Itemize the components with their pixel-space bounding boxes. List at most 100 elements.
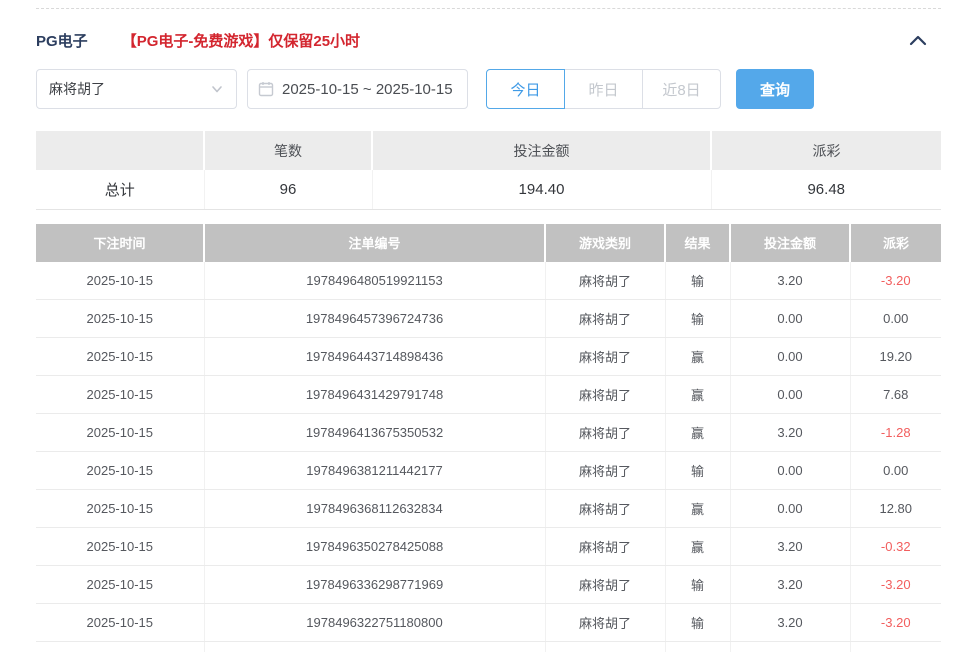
cell-bet-time: 2025-10-15 <box>36 261 204 300</box>
cell-bet-amount: 0.00 <box>729 489 850 528</box>
cell-bet-id: 1978496368112632834 <box>203 489 545 528</box>
cell-bet-amount: 0.00 <box>729 299 850 338</box>
cell-bet-amount: 0.00 <box>729 375 850 414</box>
game-select-value: 麻将胡了 <box>49 81 105 97</box>
summary-total-payout: 96.48 <box>710 170 941 210</box>
chevron-up-icon <box>907 32 929 48</box>
table-row: 2025-10-15 1978496322751180800 麻将胡了 输 3.… <box>36 603 941 642</box>
cell-game-type: 麻将胡了 <box>544 299 665 338</box>
cell-result: 赢 <box>664 375 730 414</box>
table-row: 2025-10-15 1978496368112632834 麻将胡了 赢 0.… <box>36 489 941 528</box>
cell-payout: 12.80 <box>849 489 941 528</box>
game-select[interactable]: 麻将胡了 <box>36 69 237 109</box>
cell-bet-amount: 0.00 <box>729 337 850 376</box>
summary-header-blank <box>36 131 204 170</box>
yesterday-button[interactable]: 昨日 <box>564 69 643 109</box>
summary-header-row: 笔数 投注金额 派彩 <box>36 131 941 170</box>
table-row: 麻将胡了 输 <box>36 641 941 652</box>
cell-payout: 0.00 <box>849 451 941 490</box>
cell-result: 赢 <box>664 527 730 566</box>
collapse-button[interactable] <box>907 32 929 48</box>
cell-result: 输 <box>664 299 730 338</box>
cell-payout: -3.20 <box>849 603 941 642</box>
summary-total-label: 总计 <box>36 170 204 210</box>
cell-bet-id: 1978496457396724736 <box>203 299 545 338</box>
header-game-type: 游戏类别 <box>544 223 665 262</box>
cell-bet-amount: 3.20 <box>729 413 850 452</box>
summary-total-bet-amount: 194.40 <box>371 170 711 210</box>
table-row: 2025-10-15 1978496431429791748 麻将胡了 赢 0.… <box>36 375 941 414</box>
cell-game-type: 麻将胡了 <box>544 565 665 604</box>
bet-table-header-row: 下注时间 注单编号 游戏类别 结果 投注金额 派彩 <box>36 223 941 262</box>
cell-bet-time: 2025-10-15 <box>36 337 204 376</box>
today-button[interactable]: 今日 <box>486 69 565 109</box>
pg-game-panel: PG电子 【PG电子-免费游戏】仅保留25小时 麻将胡了 <box>36 8 941 652</box>
summary-total-row: 总计 96 194.40 96.48 <box>36 170 941 210</box>
cell-payout: 0.00 <box>849 299 941 338</box>
cell-bet-id: 1978496381211442177 <box>203 451 545 490</box>
cell-bet-id: 1978496480519921153 <box>203 261 545 300</box>
cell-payout: -1.28 <box>849 413 941 452</box>
date-range-value: 2025-10-15 ~ 2025-10-15 <box>282 80 453 98</box>
cell-bet-amount: 3.20 <box>729 603 850 642</box>
cell-game-type: 麻将胡了 <box>544 413 665 452</box>
cell-game-type: 麻将胡了 <box>544 375 665 414</box>
cell-bet-time: 2025-10-15 <box>36 299 204 338</box>
cell-bet-time: 2025-10-15 <box>36 565 204 604</box>
cell-result: 赢 <box>664 413 730 452</box>
cell-payout: 19.20 <box>849 337 941 376</box>
cell-result: 输 <box>664 641 730 652</box>
cell-bet-id <box>203 641 545 652</box>
table-row: 2025-10-15 1978496480519921153 麻将胡了 输 3.… <box>36 261 941 300</box>
cell-bet-id: 1978496431429791748 <box>203 375 545 414</box>
cell-result: 赢 <box>664 489 730 528</box>
cell-bet-id: 1978496413675350532 <box>203 413 545 452</box>
cell-game-type: 麻将胡了 <box>544 261 665 300</box>
table-row: 2025-10-15 1978496381211442177 麻将胡了 输 0.… <box>36 451 941 490</box>
cell-game-type: 麻将胡了 <box>544 489 665 528</box>
cell-bet-id: 1978496350278425088 <box>203 527 545 566</box>
cell-bet-amount: 0.00 <box>729 451 850 490</box>
cell-bet-time: 2025-10-15 <box>36 603 204 642</box>
header-bet-time: 下注时间 <box>36 223 204 262</box>
summary-table: 笔数 投注金额 派彩 总计 96 194.40 96.48 <box>36 131 941 210</box>
cell-bet-time <box>36 641 204 652</box>
table-row: 2025-10-15 1978496350278425088 麻将胡了 赢 3.… <box>36 527 941 566</box>
last-8-days-button[interactable]: 近8日 <box>642 69 721 109</box>
cell-bet-amount <box>729 641 850 652</box>
summary-header-count: 笔数 <box>203 131 372 170</box>
cell-bet-time: 2025-10-15 <box>36 451 204 490</box>
cell-bet-time: 2025-10-15 <box>36 489 204 528</box>
cell-bet-time: 2025-10-15 <box>36 375 204 414</box>
header-result: 结果 <box>664 223 730 262</box>
summary-total-count: 96 <box>203 170 372 210</box>
filter-row: 麻将胡了 2025-10-15 ~ 2025-10-15 今日 昨日 <box>36 69 941 109</box>
cell-bet-amount: 3.20 <box>729 261 850 300</box>
cell-bet-amount: 3.20 <box>729 527 850 566</box>
cell-payout: -3.20 <box>849 565 941 604</box>
cell-game-type: 麻将胡了 <box>544 641 665 652</box>
table-row: 2025-10-15 1978496457396724736 麻将胡了 输 0.… <box>36 299 941 338</box>
panel-header: PG电子 【PG电子-免费游戏】仅保留25小时 <box>36 30 941 50</box>
header-bet-id: 注单编号 <box>203 223 545 262</box>
cell-result: 输 <box>664 603 730 642</box>
cell-result: 输 <box>664 565 730 604</box>
cell-payout: 7.68 <box>849 375 941 414</box>
cell-payout <box>849 641 941 652</box>
cell-bet-time: 2025-10-15 <box>36 527 204 566</box>
panel-title: PG电子 <box>36 32 88 50</box>
cell-bet-id: 1978496336298771969 <box>203 565 545 604</box>
cell-game-type: 麻将胡了 <box>544 337 665 376</box>
search-button[interactable]: 查询 <box>736 69 814 109</box>
date-range-input[interactable]: 2025-10-15 ~ 2025-10-15 <box>247 69 468 109</box>
cell-payout: -3.20 <box>849 261 941 300</box>
cell-bet-id: 1978496443714898436 <box>203 337 545 376</box>
cell-result: 赢 <box>664 337 730 376</box>
cell-game-type: 麻将胡了 <box>544 451 665 490</box>
calendar-icon <box>258 81 274 97</box>
cell-result: 输 <box>664 451 730 490</box>
bet-table: 下注时间 注单编号 游戏类别 结果 投注金额 派彩 2025-10-15 197… <box>36 223 941 652</box>
cell-payout: -0.32 <box>849 527 941 566</box>
cell-bet-amount: 3.20 <box>729 565 850 604</box>
header-bet-amount: 投注金额 <box>729 223 850 262</box>
